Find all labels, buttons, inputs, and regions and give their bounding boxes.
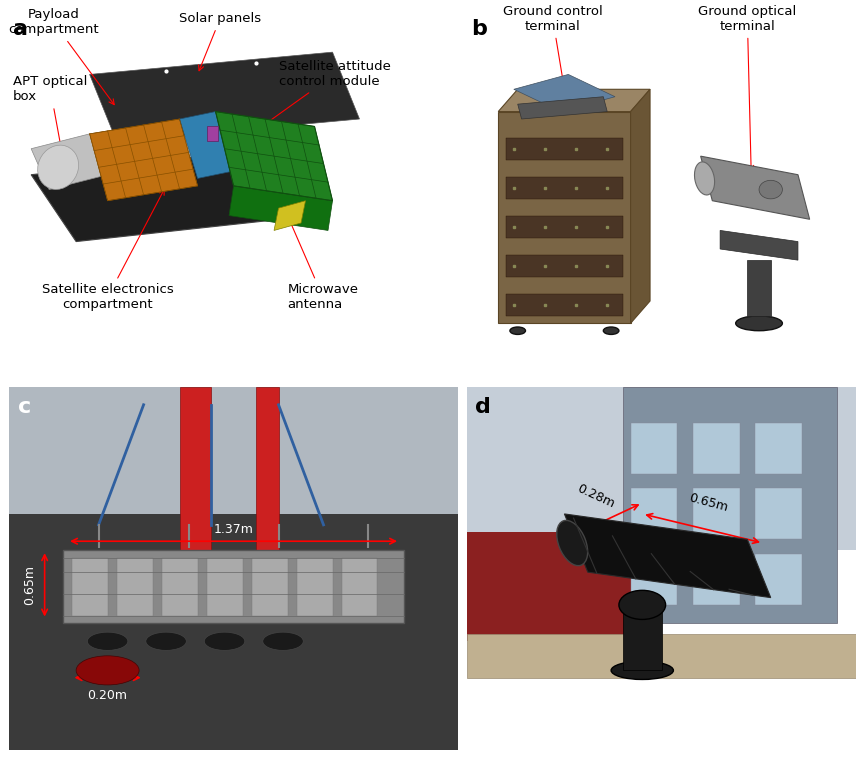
Text: Payload
compartment: Payload compartment <box>9 8 114 105</box>
Ellipse shape <box>38 145 79 190</box>
Text: Solar panels: Solar panels <box>179 12 261 70</box>
Bar <box>207 127 218 141</box>
Text: 0.28m: 0.28m <box>574 481 617 510</box>
Polygon shape <box>517 97 607 119</box>
Ellipse shape <box>76 656 139 685</box>
Polygon shape <box>180 111 234 178</box>
Bar <box>297 558 332 615</box>
Text: 0.65m: 0.65m <box>22 565 35 605</box>
Text: b: b <box>471 19 487 39</box>
Polygon shape <box>274 201 305 230</box>
Bar <box>342 558 377 615</box>
Bar <box>467 387 856 550</box>
Polygon shape <box>90 52 360 141</box>
Polygon shape <box>498 89 650 111</box>
Bar <box>506 293 623 316</box>
Bar <box>72 558 107 615</box>
Text: Satellite electronics
compartment: Satellite electronics compartment <box>42 190 174 312</box>
Bar <box>693 488 740 540</box>
Text: 0.65m: 0.65m <box>688 491 729 514</box>
Text: Microwave
antenna: Microwave antenna <box>287 219 358 312</box>
Polygon shape <box>631 89 650 324</box>
Polygon shape <box>514 74 615 111</box>
Ellipse shape <box>759 180 783 199</box>
Polygon shape <box>747 260 771 316</box>
Bar <box>162 558 197 615</box>
Bar <box>117 558 152 615</box>
Polygon shape <box>498 111 631 324</box>
Bar <box>631 423 677 474</box>
Polygon shape <box>215 111 332 201</box>
Ellipse shape <box>604 327 619 334</box>
Bar <box>755 554 802 605</box>
Ellipse shape <box>146 632 186 650</box>
Polygon shape <box>701 156 810 219</box>
Bar <box>467 634 856 678</box>
Polygon shape <box>62 550 405 623</box>
Text: APT optical
box: APT optical box <box>13 75 87 152</box>
Text: c: c <box>17 397 31 418</box>
Bar <box>623 387 837 623</box>
Bar <box>180 387 211 587</box>
Ellipse shape <box>612 661 674 679</box>
Bar <box>467 532 642 641</box>
Text: Ground control
terminal: Ground control terminal <box>503 5 603 86</box>
Bar <box>252 558 287 615</box>
Text: a: a <box>13 19 29 39</box>
Bar <box>9 387 458 514</box>
Ellipse shape <box>735 316 783 330</box>
Polygon shape <box>90 119 197 201</box>
Ellipse shape <box>263 632 304 650</box>
Bar <box>506 177 623 199</box>
Ellipse shape <box>619 590 666 619</box>
Text: Ground optical
terminal: Ground optical terminal <box>698 5 797 171</box>
Bar <box>623 605 662 670</box>
Text: 0.20m: 0.20m <box>87 688 128 702</box>
Bar <box>631 488 677 540</box>
Text: d: d <box>475 397 490 418</box>
Bar <box>631 554 677 605</box>
Polygon shape <box>565 514 771 597</box>
Ellipse shape <box>204 632 245 650</box>
Ellipse shape <box>557 521 587 565</box>
Bar <box>9 514 458 750</box>
Bar <box>755 488 802 540</box>
Bar <box>256 387 279 550</box>
Bar <box>755 423 802 474</box>
Bar <box>693 554 740 605</box>
Polygon shape <box>229 186 332 230</box>
Polygon shape <box>31 134 107 190</box>
Ellipse shape <box>87 632 128 650</box>
Text: Satellite attitude
control module: Satellite attitude control module <box>255 61 390 132</box>
Bar <box>506 255 623 277</box>
Bar <box>506 215 623 238</box>
Bar <box>207 558 242 615</box>
Ellipse shape <box>510 327 526 334</box>
Ellipse shape <box>695 162 714 195</box>
Text: 1.37m: 1.37m <box>214 523 253 536</box>
Bar <box>506 138 623 160</box>
Polygon shape <box>31 149 315 242</box>
Polygon shape <box>721 230 798 260</box>
Bar <box>693 423 740 474</box>
